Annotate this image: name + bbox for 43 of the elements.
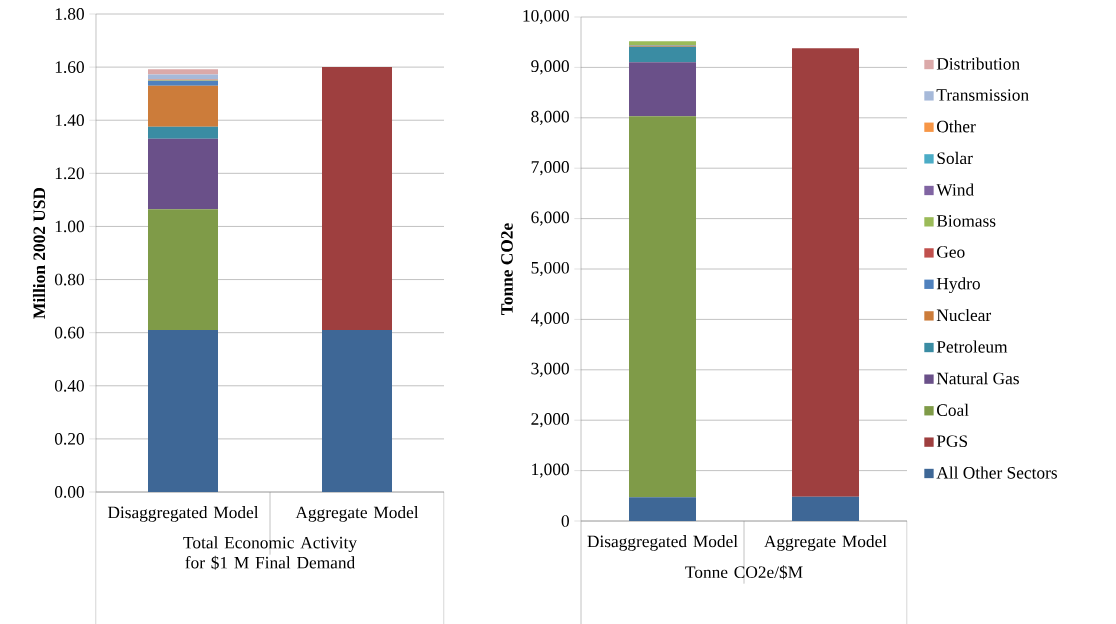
y-tick-label: 1.60 bbox=[55, 61, 84, 73]
legend-label: Distribution bbox=[936, 57, 1020, 70]
x-tick-label: Aggregate Model bbox=[764, 535, 887, 551]
y-tick-label: 10,000 bbox=[523, 9, 569, 25]
y-tick-label: 9,000 bbox=[531, 60, 569, 75]
x-axis-title: Tonne CO2e/$M bbox=[685, 565, 803, 580]
y-tick-label: 1.40 bbox=[55, 114, 84, 127]
legend-label: Nuclear bbox=[936, 308, 992, 322]
y-tick-label: 0.20 bbox=[54, 433, 84, 445]
y-tick-label: 8,000 bbox=[531, 110, 569, 125]
legend-label: Transmission bbox=[936, 89, 1029, 101]
y-tick-label: 0.80 bbox=[54, 273, 84, 286]
legend-label: Petroleum bbox=[936, 340, 1008, 353]
legend-label: Biomass bbox=[936, 215, 996, 227]
y-tick-label: 1.00 bbox=[55, 220, 84, 233]
legend-label: Natural Gas bbox=[936, 372, 1019, 385]
y-tick-label: 1,000 bbox=[532, 463, 569, 478]
legend-label: PGS bbox=[936, 435, 968, 448]
legend-label: All Other Sectors bbox=[936, 466, 1057, 479]
y-axis-title: Million 2002 USD bbox=[32, 187, 46, 319]
x-tick-label: Disaggregated Model bbox=[587, 535, 738, 551]
legend-label: Geo bbox=[937, 246, 965, 258]
legend-label: Solar bbox=[937, 151, 973, 165]
y-tick-label: 0.00 bbox=[54, 486, 84, 498]
y-axis-title: Tonne CO2e bbox=[501, 223, 513, 315]
y-tick-label: 3,000 bbox=[531, 362, 569, 377]
legend-label: Wind bbox=[936, 183, 974, 196]
x-tick-label: Aggregate Model bbox=[295, 506, 419, 522]
legend-label: Other bbox=[937, 120, 976, 133]
y-tick-label: 0.40 bbox=[54, 379, 84, 392]
y-tick-label: 2,000 bbox=[531, 413, 569, 428]
y-tick-label: 4,000 bbox=[530, 312, 569, 327]
y-tick-label: 0.60 bbox=[54, 326, 84, 339]
y-tick-label: 6,000 bbox=[531, 211, 569, 226]
y-tick-label: 5,000 bbox=[531, 261, 569, 277]
x-axis-title: Total Economic Activity for $1 M Final Demand bbox=[183, 536, 357, 570]
y-tick-label: 1.80 bbox=[55, 8, 84, 20]
y-tick-label: 1.20 bbox=[55, 167, 84, 180]
legend-label: Coal bbox=[937, 403, 969, 416]
x-tick-label: Disaggregated Model bbox=[107, 506, 259, 522]
legend-label: Hydro bbox=[936, 277, 980, 294]
y-tick-label: 0 bbox=[561, 515, 569, 527]
y-tick-label: 7,000 bbox=[531, 161, 569, 176]
